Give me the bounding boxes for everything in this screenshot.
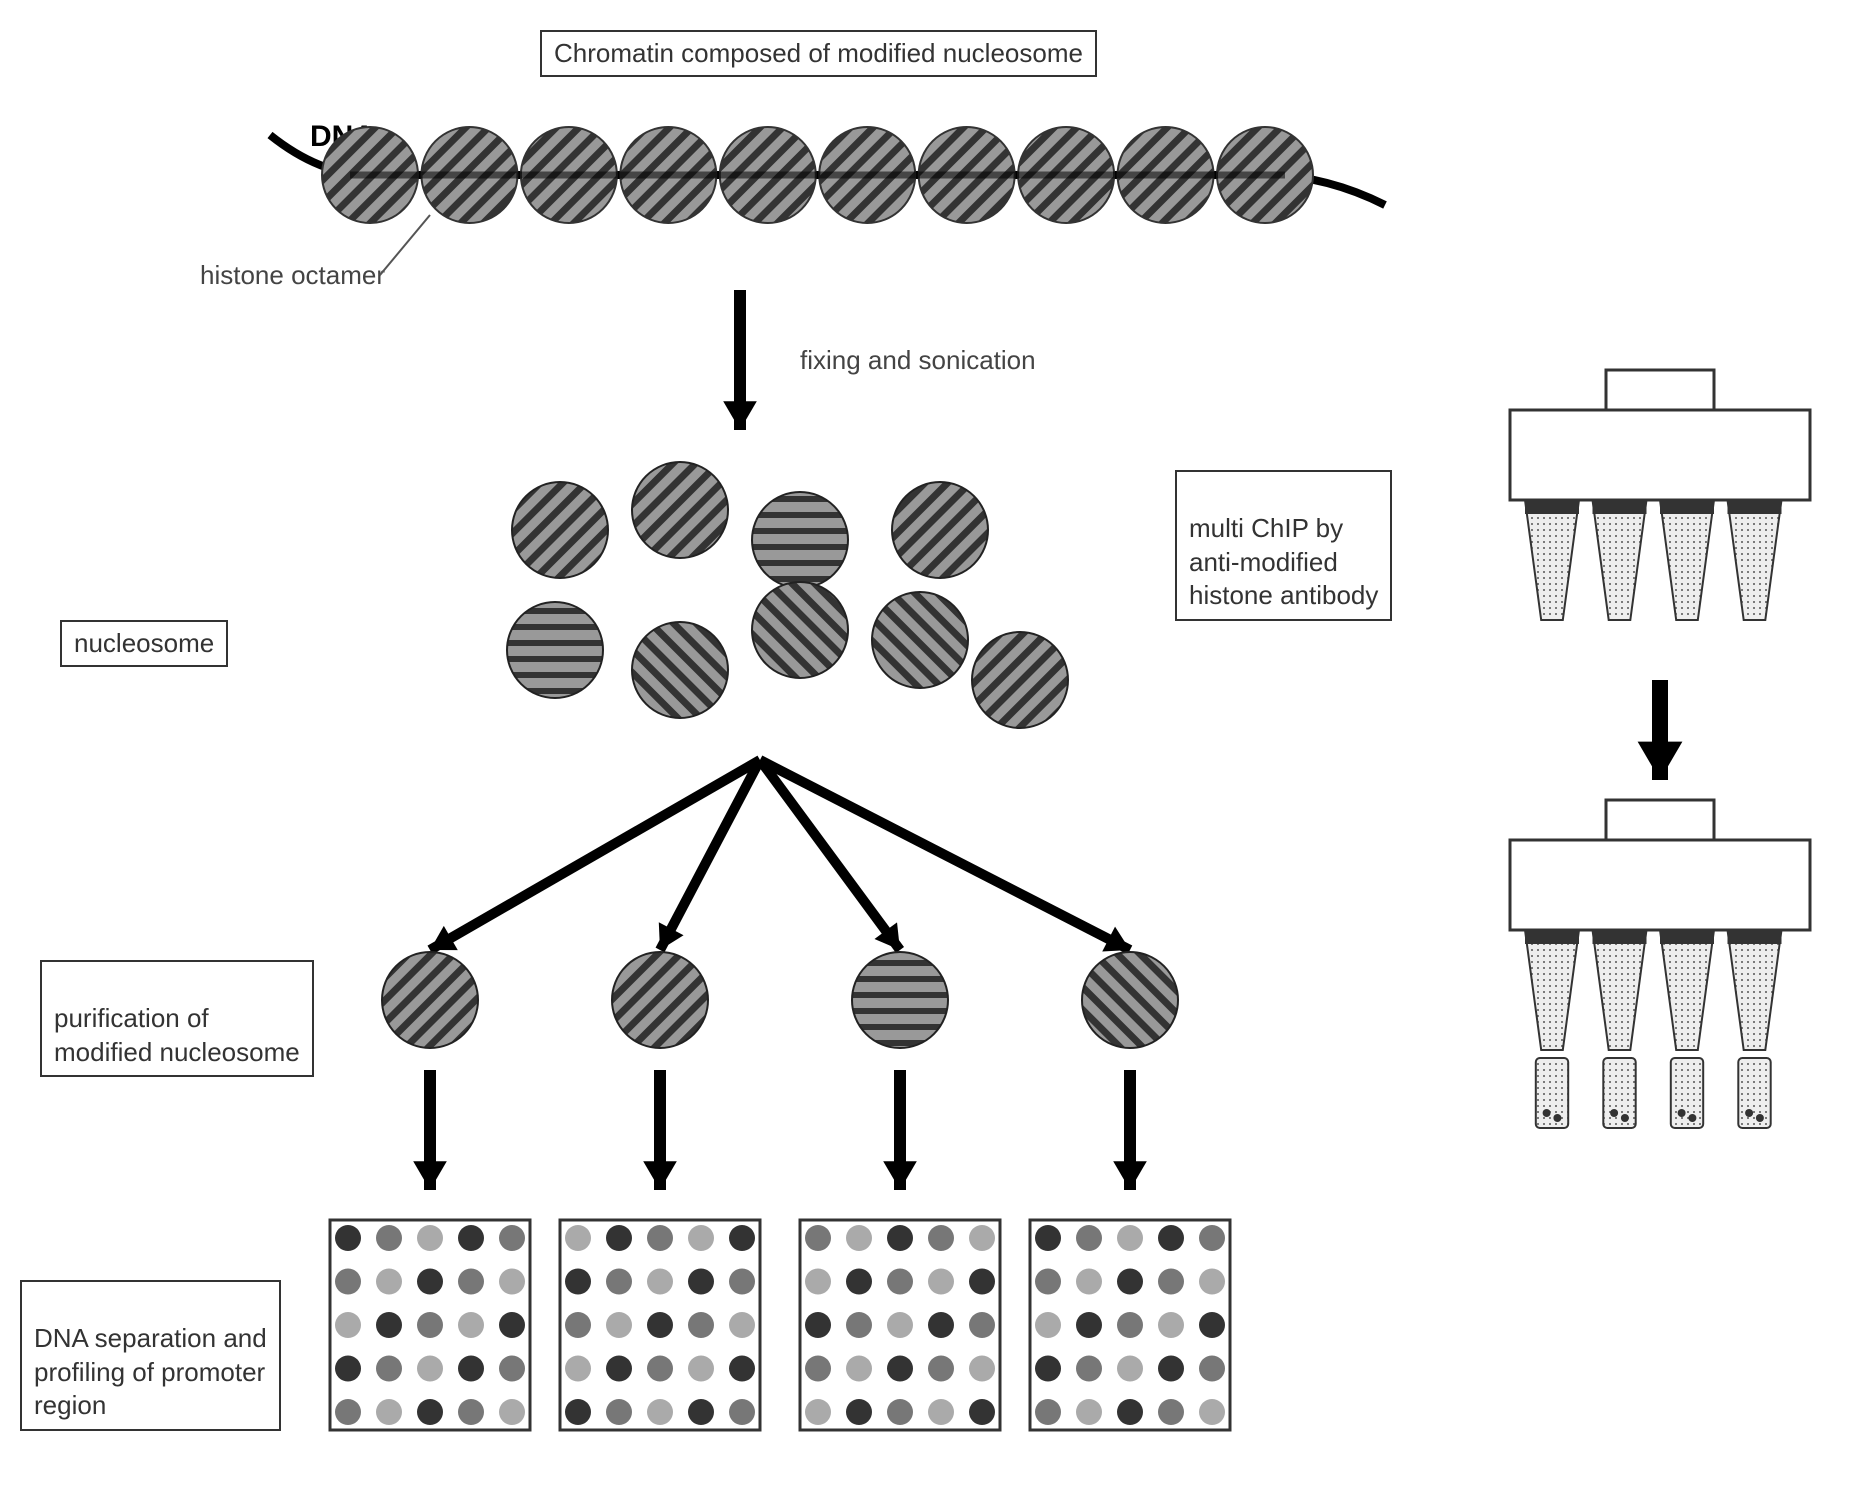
diagram-svg <box>0 0 1866 1500</box>
fixing-arrow <box>723 290 757 430</box>
chromatin-strand <box>270 127 1385 223</box>
fan-arrows <box>430 760 1130 951</box>
down-arrows <box>413 1070 1147 1190</box>
scattered-nucleosomes <box>507 462 1068 728</box>
microarrays <box>330 1220 1230 1430</box>
apparatus <box>1510 370 1810 1128</box>
purified-nucleosomes <box>382 952 1178 1048</box>
histone-pointer <box>380 215 430 275</box>
